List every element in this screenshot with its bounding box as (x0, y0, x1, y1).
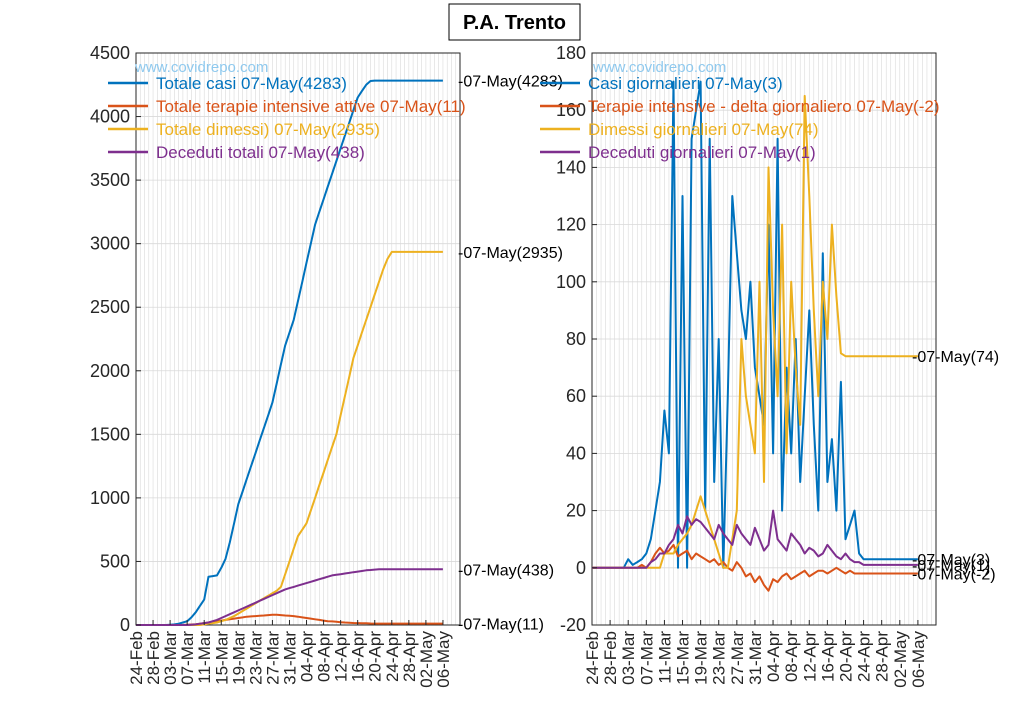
y-tick-label: 3500 (90, 170, 130, 190)
left-y-ticks: 0 500 1000 1500 2000 2500 3000 3500 4000 4500 (90, 43, 141, 635)
x-tick-label: 04-Apr (298, 631, 317, 682)
y-tick-label: 4000 (90, 107, 130, 127)
y-tick-label: 80 (566, 329, 586, 349)
end-value-label: -07-May(11) (458, 617, 544, 634)
figure-title: P.A. Trento (463, 12, 566, 34)
legend-entry: Totale casi 07-May(4283) (156, 74, 347, 93)
y-tick-label: 2500 (90, 297, 130, 317)
left-axes-frame (135, 52, 461, 626)
x-tick-label: 28-Apr (400, 631, 419, 682)
legend-entry: Totale dimessi) 07-May(2935) (156, 120, 380, 139)
x-tick-label: 12-Apr (332, 631, 351, 682)
x-tick-label: 06-May (434, 631, 453, 688)
left-watermark: www.covidrepo.com (134, 59, 268, 76)
end-value-label: -07-May(-2) (912, 567, 996, 584)
right-watermark: www.covidrepo.com (592, 59, 726, 76)
x-tick-label: 24-Feb (127, 631, 146, 685)
x-tick-label: 31-Mar (280, 631, 299, 685)
series-line-1 (592, 80, 918, 569)
x-tick-label: 02-May (417, 631, 436, 688)
y-tick-label: -20 (560, 615, 586, 635)
y-tick-label: 40 (566, 443, 586, 463)
left-chart: www.covidrepo.com 0 500 1000 1500 2000 2500 30… (90, 43, 563, 688)
title-box (448, 3, 581, 41)
x-tick-label: 03-Mar (161, 631, 180, 685)
x-tick-label: 28-Feb (601, 631, 620, 685)
left-legend: Totale casi 07-May(4283) Totale terapie i… (108, 74, 466, 162)
right-y-ticks: -20 0 20 40 60 80 100 120 140 160 180 (556, 43, 597, 635)
x-tick-label: 16-Apr (349, 631, 368, 682)
end-value-label: -07-May(4283) (458, 74, 563, 91)
y-tick-label: 0 (120, 615, 130, 635)
y-tick-label: 0 (576, 558, 586, 578)
y-tick-label: 1500 (90, 424, 130, 444)
y-tick-label: 4500 (90, 43, 130, 63)
x-tick-label: 08-Apr (315, 631, 334, 682)
end-value-label: -07-May(1) (912, 558, 990, 575)
left-end-labels: -07-May(4283) -07-May(11) -07-May(2935) -07… (458, 74, 563, 634)
x-tick-label: 12-Apr (800, 631, 819, 682)
x-tick-label: 19-Mar (229, 631, 248, 685)
end-value-label: -07-May(74) (912, 349, 999, 366)
x-tick-label: 24-Apr (383, 631, 402, 682)
y-tick-label: 100 (556, 272, 586, 292)
y-tick-label: 3000 (90, 234, 130, 254)
x-tick-label: 23-Mar (710, 631, 729, 685)
legend-entry: Deceduti totali 07-May(438) (156, 143, 365, 162)
legend-entry: Totale terapie intensive attive 07-May(1… (156, 97, 466, 116)
y-tick-label: 1000 (90, 488, 130, 508)
y-tick-label: 180 (556, 43, 586, 63)
x-tick-label: 28-Feb (144, 631, 163, 685)
x-tick-label: 19-Mar (692, 631, 711, 685)
x-tick-label: 27-Mar (263, 631, 282, 685)
x-tick-label: 31-Mar (746, 631, 765, 685)
legend-entry: Casi giornalieri 07-May(3) (588, 74, 783, 93)
x-tick-label: 20-Apr (366, 631, 385, 682)
right-legend: Casi giornalieri 07-May(3) Terapie intens… (540, 74, 940, 162)
legend-entry: Deceduti giornalieri 07-May(1) (588, 143, 816, 162)
x-tick-label: 02-May (891, 631, 910, 688)
x-tick-label: 04-Apr (764, 631, 783, 682)
x-tick-label: 27-Mar (728, 631, 747, 685)
right-end-labels: -07-May(3)-07-May(-2) -07-May(74) -07-May(… (912, 349, 999, 583)
x-tick-label: 11-Mar (195, 631, 214, 684)
legend-entry: Dimessi giornalieri 07-May(74) (588, 120, 819, 139)
x-tick-label: 11-Mar (655, 631, 674, 684)
right-chart: www.covidrepo.com -20 0 20 40 60 80 100 120 140 1… (540, 43, 999, 688)
x-tick-label: 24-Apr (855, 631, 874, 682)
x-tick-label: 16-Apr (818, 631, 837, 682)
x-tick-label: 24-Feb (583, 631, 602, 685)
right-x-ticks: 24-Feb 28-Feb 03-Mar 07-Mar 11-Mar 15-Mar 19-M… (583, 620, 928, 688)
x-tick-label: 07-Mar (637, 631, 656, 685)
end-value-label: -07-May(2935) (458, 245, 563, 262)
x-tick-label: 03-Mar (619, 631, 638, 685)
x-tick-label: 23-Mar (246, 631, 265, 685)
x-tick-label: 06-May (909, 631, 928, 688)
y-tick-label: 140 (556, 157, 586, 177)
series-line-4 (592, 509, 918, 569)
right-series (592, 80, 918, 592)
x-tick-label: 08-Apr (782, 631, 801, 682)
y-tick-label: 2000 (90, 361, 130, 381)
y-tick-label: 120 (556, 215, 586, 235)
x-tick-label: 28-Apr (873, 631, 892, 682)
y-tick-label: 20 (566, 501, 586, 521)
end-value-label: -07-May(3) (912, 552, 990, 569)
x-tick-label: 20-Apr (836, 631, 855, 682)
x-tick-label: 07-Mar (178, 631, 197, 685)
end-value-label: -07-May(438) (458, 562, 554, 579)
legend-entry: Terapie intensive - delta giornaliero 07… (588, 97, 940, 116)
y-tick-label: 500 (100, 551, 130, 571)
y-tick-label: 160 (556, 100, 586, 120)
x-tick-label: 15-Mar (674, 631, 693, 685)
x-tick-label: 15-Mar (212, 631, 231, 685)
y-tick-label: 60 (566, 386, 586, 406)
left-x-ticks: 24-Feb28-Feb03-Mar07-Mar11-Mar15-Mar19-M… (127, 620, 453, 688)
